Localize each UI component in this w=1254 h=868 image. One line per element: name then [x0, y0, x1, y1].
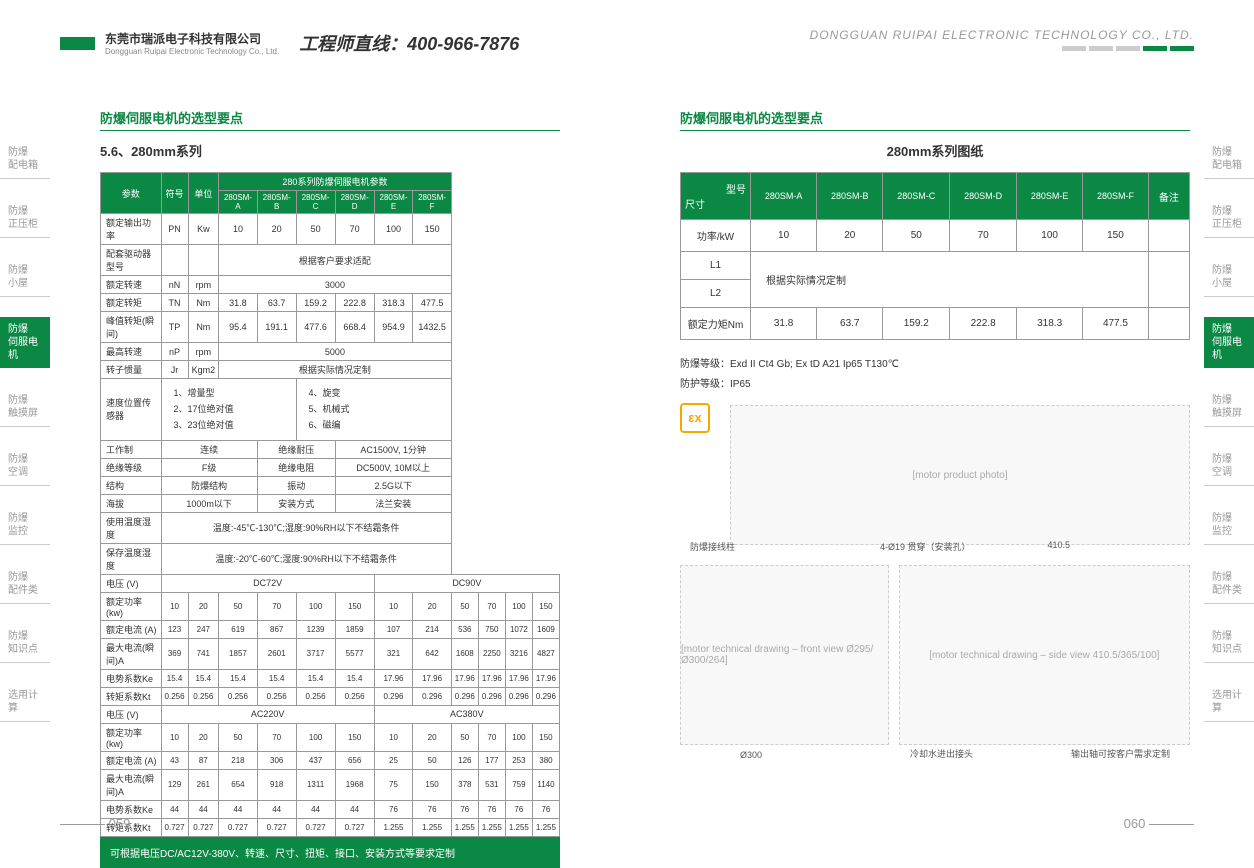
sidebar-item[interactable]: 防爆小屋 [1204, 258, 1254, 297]
ex-badge-icon: εx [680, 403, 710, 433]
label-410: 410.5 [1047, 540, 1070, 550]
sidebar-item[interactable]: 防爆触摸屏 [0, 388, 50, 427]
sidebar-item[interactable]: 防爆空调 [0, 447, 50, 486]
header-stripes [810, 46, 1194, 51]
footer-note: 可根据电压DC/AC12V-380V、转速、尺寸、扭矩、接口、安装方式等要求定制 [100, 837, 560, 868]
sidebar-item[interactable]: 防爆监控 [0, 506, 50, 545]
left-page: 防爆伺服电机的选型要点 5.6、280mm系列 参数符号单位280系列防爆伺服电… [100, 108, 560, 868]
motor-photo: [motor product photo] [730, 405, 1190, 545]
motor-drawing-side: [motor technical drawing – side view 410… [899, 565, 1190, 745]
left-section-title: 防爆伺服电机的选型要点 [100, 108, 560, 131]
sidebar-item[interactable]: 防爆小屋 [0, 258, 50, 297]
sidebar-right: 防爆配电箱防爆正压柜防爆小屋防爆伺服电机防爆触摸屏防爆空调防爆监控防爆配件类防爆… [1204, 140, 1254, 742]
sidebar-item[interactable]: 防爆知识点 [0, 624, 50, 663]
left-subtitle: 5.6、280mm系列 [100, 141, 560, 160]
sidebar-item[interactable]: 防爆空调 [1204, 447, 1254, 486]
sidebar-item[interactable]: 防爆伺服电机 [1204, 317, 1254, 368]
right-subtitle: 280mm系列图纸 [680, 141, 1190, 160]
label-shaft: 输出轴可按客户需求定制 [1071, 747, 1170, 760]
sidebar-item[interactable]: 防爆监控 [1204, 506, 1254, 545]
label-mounting: 4-Ø19 贯穿（安装孔） [880, 540, 971, 553]
company-name-right: DONGGUAN RUIPAI ELECTRONIC TECHNOLOGY CO… [810, 28, 1194, 42]
right-section-title: 防爆伺服电机的选型要点 [680, 108, 1190, 131]
explosion-rating: 防爆等级：Exd II Ct4 Gb; Ex tD A21 Ip65 T130℃ [680, 355, 1190, 370]
company-block: 东莞市瑞派电子科技有限公司 Dongguan Ruipai Electronic… [105, 30, 279, 56]
protection-rating: 防护等级：IP65 [680, 375, 1190, 390]
sidebar-item[interactable]: 防爆正压柜 [0, 199, 50, 238]
label-terminal: 防爆接线柱 [690, 540, 735, 553]
param-table: 参数符号单位280系列防爆伺服电机参数280SM-A280SM-B280SM-C… [100, 172, 560, 837]
label-300: Ø300 [740, 750, 762, 760]
sidebar-item[interactable]: 防爆正压柜 [1204, 199, 1254, 238]
sidebar-item[interactable]: 防爆触摸屏 [1204, 388, 1254, 427]
page-number-right: 060 [1124, 816, 1194, 831]
sidebar-item[interactable]: 防爆知识点 [1204, 624, 1254, 663]
company-name-en: Dongguan Ruipai Electronic Technology Co… [105, 47, 279, 56]
sidebar-item[interactable]: 防爆伺服电机 [0, 317, 50, 368]
header-accent-bar [60, 37, 95, 50]
page-number-left: 059 [60, 816, 130, 831]
motor-drawing-front: [motor technical drawing – front view Ø2… [680, 565, 889, 745]
sidebar-item[interactable]: 选用计算 [0, 683, 50, 722]
sidebar-item[interactable]: 防爆配电箱 [1204, 140, 1254, 179]
page-header: 东莞市瑞派电子科技有限公司 Dongguan Ruipai Electronic… [60, 28, 1194, 58]
header-right: DONGGUAN RUIPAI ELECTRONIC TECHNOLOGY CO… [810, 28, 1194, 51]
sidebar-item[interactable]: 防爆配件类 [1204, 565, 1254, 604]
hotline: 工程师直线：400-966-7876 [299, 30, 519, 56]
label-cooling: 冷却水进出接头 [910, 747, 973, 760]
sidebar-left: 防爆配电箱防爆正压柜防爆小屋防爆伺服电机防爆触摸屏防爆空调防爆监控防爆配件类防爆… [0, 140, 50, 742]
company-name-cn: 东莞市瑞派电子科技有限公司 [105, 30, 279, 47]
sidebar-item[interactable]: 防爆配件类 [0, 565, 50, 604]
sidebar-item[interactable]: 防爆配电箱 [0, 140, 50, 179]
right-page: 防爆伺服电机的选型要点 280mm系列图纸 型号尺寸280SM-A280SM-B… [680, 108, 1190, 745]
sidebar-item[interactable]: 选用计算 [1204, 683, 1254, 722]
dimension-table: 型号尺寸280SM-A280SM-B280SM-C280SM-D280SM-E2… [680, 172, 1190, 340]
